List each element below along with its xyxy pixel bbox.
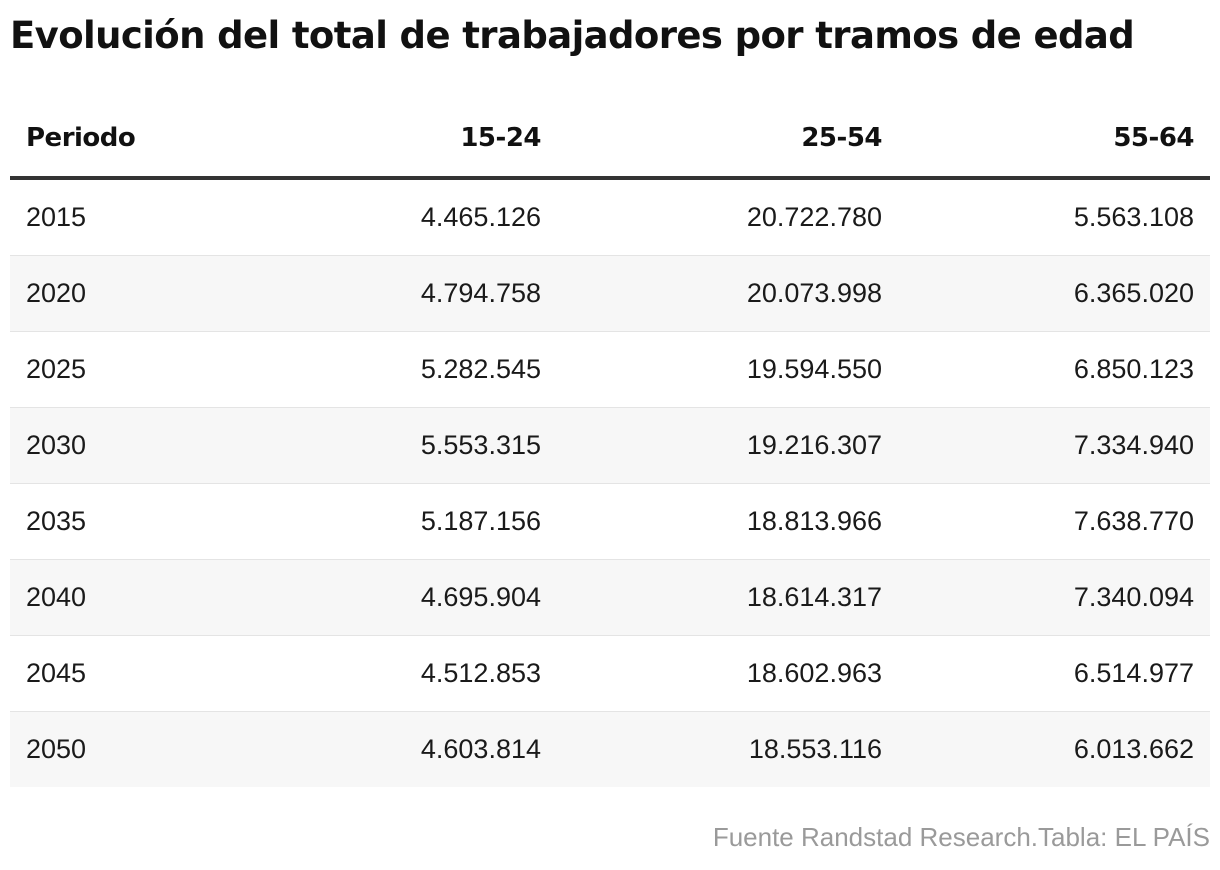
cell-15-24: 4.695.904 [150,559,557,636]
data-table: Periodo 15-24 25-54 55-64 2015 4.465.126… [10,100,1210,787]
cell-periodo: 2030 [10,407,150,484]
cell-25-54: 18.602.963 [557,635,898,712]
column-header-25-54: 25-54 [557,100,898,180]
cell-25-54: 19.594.550 [557,331,898,408]
cell-15-24: 5.187.156 [150,483,557,560]
cell-25-54: 20.073.998 [557,255,898,332]
source-note: Fuente Randstad Research.Tabla: EL PAÍS [712,822,1210,852]
cell-15-24: 4.603.814 [150,711,557,787]
table-row: 2045 4.512.853 18.602.963 6.514.977 [10,635,1210,712]
cell-25-54: 18.813.966 [557,483,898,560]
table-row: 2025 5.282.545 19.594.550 6.850.123 [10,331,1210,408]
cell-55-64: 7.638.770 [898,483,1210,560]
cell-periodo: 2020 [10,255,150,332]
column-header-15-24: 15-24 [150,100,557,180]
cell-15-24: 4.465.126 [150,178,557,256]
cell-15-24: 5.282.545 [150,331,557,408]
cell-55-64: 7.340.094 [898,559,1210,636]
cell-periodo: 2035 [10,483,150,560]
cell-55-64: 7.334.940 [898,407,1210,484]
cell-15-24: 5.553.315 [150,407,557,484]
table-row: 2040 4.695.904 18.614.317 7.340.094 [10,559,1210,636]
table-row: 2050 4.603.814 18.553.116 6.013.662 [10,711,1210,787]
table-row: 2015 4.465.126 20.722.780 5.563.108 [10,178,1210,256]
cell-periodo: 2040 [10,559,150,636]
cell-15-24: 4.794.758 [150,255,557,332]
cell-periodo: 2050 [10,711,150,787]
cell-periodo: 2025 [10,331,150,408]
cell-25-54: 18.553.116 [557,711,898,787]
header-row: Periodo 15-24 25-54 55-64 [10,100,1210,180]
cell-15-24: 4.512.853 [150,635,557,712]
cell-55-64: 5.563.108 [898,178,1210,256]
cell-55-64: 6.365.020 [898,255,1210,332]
cell-55-64: 6.514.977 [898,635,1210,712]
chart-title: Evolución del total de trabajadores por … [10,14,1135,57]
cell-25-54: 19.216.307 [557,407,898,484]
table-row: 2020 4.794.758 20.073.998 6.365.020 [10,255,1210,332]
table-row: 2030 5.553.315 19.216.307 7.334.940 [10,407,1210,484]
cell-25-54: 20.722.780 [557,178,898,256]
cell-55-64: 6.850.123 [898,331,1210,408]
cell-55-64: 6.013.662 [898,711,1210,787]
cell-periodo: 2015 [10,178,150,256]
column-header-55-64: 55-64 [898,100,1210,180]
cell-periodo: 2045 [10,635,150,712]
column-header-periodo: Periodo [10,100,150,180]
table-row: 2035 5.187.156 18.813.966 7.638.770 [10,483,1210,560]
cell-25-54: 18.614.317 [557,559,898,636]
